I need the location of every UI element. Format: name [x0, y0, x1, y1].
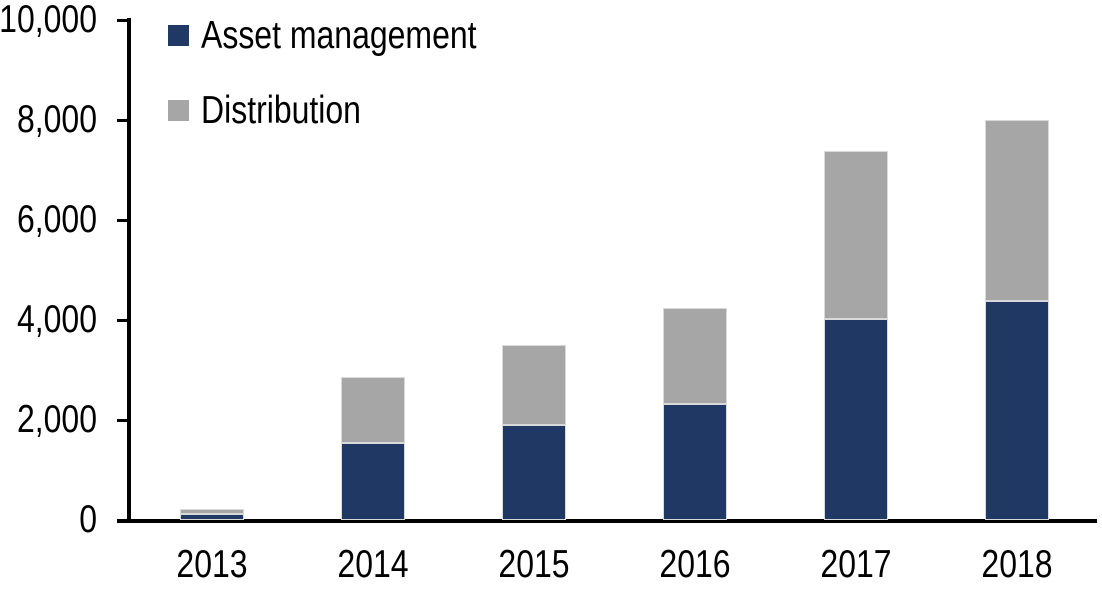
y-axis-tick-label: 4,000: [16, 298, 98, 341]
bar-segment-asset-management: [340, 442, 405, 520]
bar-segment-asset-management: [984, 300, 1049, 520]
x-axis-label: 2018: [980, 543, 1053, 586]
y-axis-tick-label: 8,000: [16, 98, 98, 141]
y-axis-tick: [117, 218, 131, 222]
y-axis-tick: [117, 418, 131, 422]
bar-segment-distribution: [823, 151, 888, 319]
bar-segment-distribution: [340, 377, 405, 443]
bar-segment-asset-management: [501, 425, 566, 520]
bar-segment-distribution: [501, 345, 566, 425]
legend-label-distribution: Distribution: [201, 89, 361, 132]
x-axis-label: 2017: [819, 543, 892, 586]
x-axis-label: 2014: [336, 543, 409, 586]
y-axis-tick-label: 6,000: [16, 198, 98, 241]
y-axis-line: [127, 18, 131, 523]
bar-segment-distribution: [662, 307, 727, 404]
y-axis-tick-label: 0: [79, 498, 97, 541]
bar-segment-asset-management: [179, 514, 244, 520]
y-axis-tick: [117, 118, 131, 122]
bar-segment-asset-management: [662, 404, 727, 520]
y-axis-tick: [117, 318, 131, 322]
y-axis-tick-label: 2,000: [16, 398, 98, 441]
y-axis-tick: [117, 18, 131, 22]
bar-segment-distribution: [179, 508, 244, 514]
y-axis-tick-label: 10,000: [0, 0, 98, 41]
legend-swatch-asset-management-icon: [168, 25, 189, 46]
bar-segment-asset-management: [823, 318, 888, 520]
x-axis-label: 2013: [175, 543, 248, 586]
x-axis-label: 2016: [658, 543, 731, 586]
legend-swatch-distribution-icon: [168, 100, 189, 121]
x-axis-label: 2015: [497, 543, 570, 586]
bar-segment-distribution: [984, 120, 1049, 301]
legend-label-asset-management: Asset management: [201, 14, 477, 57]
x-axis-line: [117, 519, 1097, 523]
